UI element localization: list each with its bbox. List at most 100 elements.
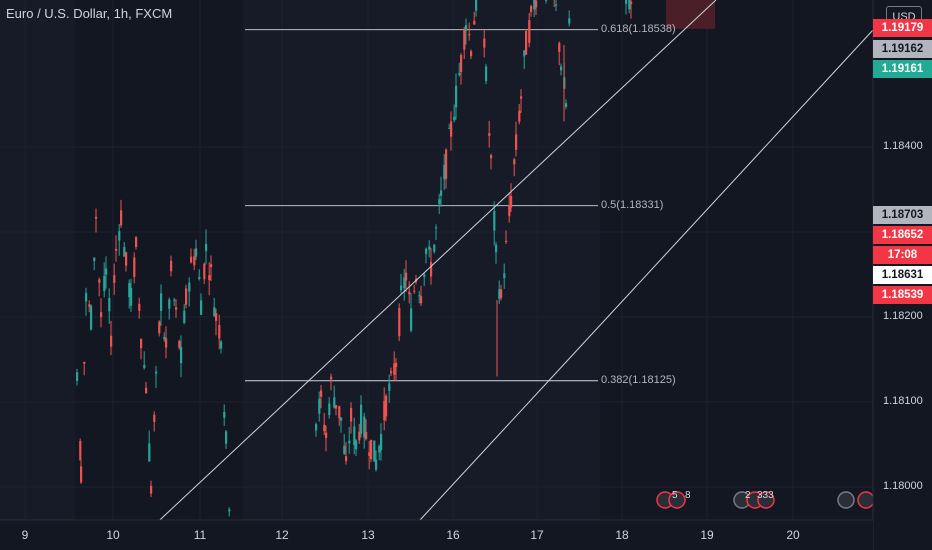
candle-body — [463, 29, 466, 50]
candle-body — [398, 308, 401, 337]
candle-body — [155, 371, 158, 374]
x-tick-label: 17 — [530, 528, 544, 542]
candle-body — [123, 246, 126, 257]
candle-body — [378, 445, 381, 453]
trend-channel[interactable] — [0, 0, 874, 532]
candle-body — [325, 432, 328, 439]
candle-body — [485, 66, 488, 82]
candle-body — [448, 127, 451, 129]
candle-body — [93, 257, 96, 262]
x-tick-label: 9 — [21, 528, 29, 542]
price-tag: 1.18703 — [873, 206, 932, 224]
fib-label: 0.618(1.18538) — [601, 22, 676, 35]
candle-body — [535, 0, 538, 8]
candle-body — [108, 298, 111, 312]
candle-body — [423, 274, 426, 278]
candle-body — [365, 432, 368, 440]
candle-body — [498, 289, 501, 299]
x-tick-label: 13 — [361, 528, 375, 542]
candle-body — [335, 405, 338, 409]
candle-body — [568, 18, 571, 24]
candle-body — [343, 445, 346, 454]
candle-body — [393, 363, 396, 375]
candle-body — [103, 275, 106, 292]
x-tick-label: 12 — [275, 528, 289, 542]
candle-body — [435, 227, 438, 229]
candle-body — [410, 308, 413, 331]
candle-body — [148, 443, 151, 462]
candle-body — [515, 134, 518, 150]
y-tick-label: 1.18200 — [883, 310, 923, 322]
candle-body — [105, 268, 108, 275]
event-flag-icon[interactable] — [857, 491, 875, 509]
candle-body — [533, 0, 536, 10]
event-flag-icon[interactable] — [837, 491, 855, 509]
channel-lower-line[interactable] — [419, 29, 874, 521]
candle-body — [383, 400, 386, 421]
candle-body — [385, 395, 388, 417]
candle-body — [193, 256, 196, 266]
candle-body — [175, 307, 178, 310]
candle-body — [115, 248, 118, 251]
candle-body — [188, 282, 191, 292]
price-tag: 1.19179 — [873, 19, 932, 37]
candle-body — [173, 299, 176, 301]
candle-body — [413, 290, 416, 292]
candle-body — [153, 414, 156, 422]
candle-body — [79, 440, 82, 461]
candle-body — [83, 361, 86, 364]
candle-body — [400, 285, 403, 291]
candle-body — [100, 312, 103, 318]
candle-body — [128, 283, 131, 298]
candle-body — [208, 275, 211, 281]
session-bands — [0, 0, 600, 520]
price-tag: 1.18652 — [873, 226, 932, 244]
y-tick-label: 1.18100 — [883, 395, 923, 407]
candle-body — [490, 155, 493, 159]
candle-body — [338, 406, 341, 419]
candle-body — [178, 340, 181, 348]
candle-body — [220, 341, 223, 349]
candle-body — [165, 338, 168, 348]
event-count: 333 — [757, 490, 774, 501]
candle-body — [145, 387, 148, 394]
price-tag: 1.18539 — [873, 286, 932, 304]
candle-body — [475, 0, 478, 11]
candle-body — [630, 1, 633, 4]
candle-body — [170, 260, 173, 272]
candle-body — [143, 365, 146, 368]
candle-body — [513, 159, 516, 165]
candle-body — [418, 295, 421, 297]
event-flag-icon[interactable] — [668, 491, 686, 509]
candle-body — [483, 38, 486, 48]
price-tag: 1.19162 — [873, 40, 932, 58]
candle-body — [493, 211, 496, 231]
candle-body — [453, 116, 456, 121]
channel-upper-line[interactable] — [147, 0, 717, 532]
candle-body — [373, 440, 376, 462]
candle-body — [323, 424, 326, 432]
candle-body — [113, 275, 116, 283]
candle-body — [510, 196, 513, 208]
y-tick-label: 1.18000 — [883, 480, 923, 492]
fib-label: 0.382(1.18125) — [601, 373, 676, 386]
candle-body — [460, 55, 463, 73]
candle-body — [450, 121, 453, 137]
event-flag-icon[interactable] — [757, 491, 775, 509]
candle-body — [345, 456, 348, 462]
candle-body — [505, 240, 508, 242]
time-axis[interactable] — [0, 520, 873, 550]
candle-body — [370, 439, 373, 460]
candle-body — [500, 289, 503, 298]
fibonacci-retracement[interactable] — [245, 0, 873, 382]
candle-body — [353, 426, 356, 446]
candle-body — [215, 313, 218, 321]
event-count: 8 — [685, 490, 691, 501]
candle-body — [625, 0, 628, 4]
candle-body — [223, 411, 226, 418]
candle-body — [403, 277, 406, 289]
symbol-title[interactable]: Euro / U.S. Dollar, 1h, FXCM — [6, 6, 173, 21]
x-tick-label: 10 — [106, 528, 120, 542]
economic-events[interactable] — [656, 491, 875, 509]
